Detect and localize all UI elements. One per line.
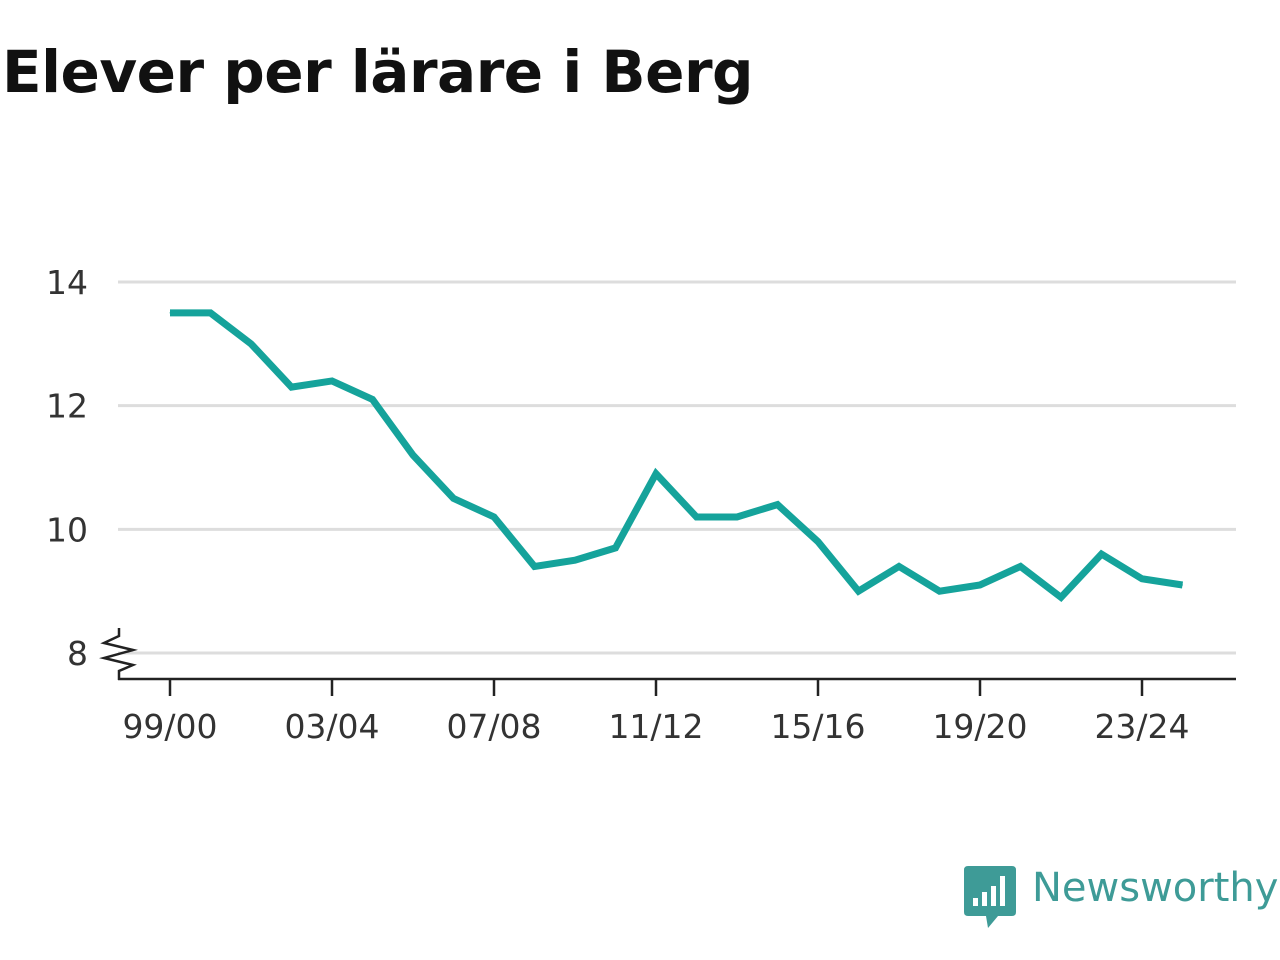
data-point-03/04 [331,380,333,382]
x-tick-label-99/00: 99/00 [122,707,217,746]
data-point-05/06 [412,454,414,456]
data-point-19/20 [979,584,981,586]
axes [99,628,1236,681]
data-point-15/16 [817,541,819,543]
y-tick-label-10: 10 [46,510,88,549]
data-point-99/00 [169,312,171,314]
data-point-12/13 [696,516,697,518]
data-point-16/17 [858,590,859,592]
bar-chart-speech-bubble-icon [964,866,1016,928]
y-tick-label-8: 8 [67,634,88,673]
x-tick-label-07/08: 07/08 [446,707,541,746]
data-point-02/03 [291,386,292,388]
series-line-0 [170,309,1184,603]
data-point-10/11 [615,547,616,549]
data-point-21/22 [1060,596,1062,598]
data-point-18/19 [939,590,940,592]
x-tick-label-11/12: 11/12 [608,707,703,746]
data-point-00/01 [210,312,211,314]
data-point-20/21 [1020,565,1021,567]
data-point-04/05 [372,398,373,400]
data-point-01/02 [250,343,252,345]
x-tick-label-19/20: 19/20 [932,707,1027,746]
data-point-14/15 [777,504,778,506]
brand-logo: Newsworthy [964,862,1278,932]
data-point-08/09 [534,565,535,567]
data-point-11/12 [655,473,657,475]
data-point-07/08 [493,516,495,518]
x-axis-ticks: 99/00 03/04 07/08 11/12 15/16 19/20 23/24 [122,679,1190,746]
data-point-24/25 [1182,584,1183,586]
line-chart: 8 10 12 14 99/00 03/04 07/08 11/12 15/16 19/20 23… [46,263,1236,746]
chart-title: Elever per lärare i Berg [2,38,754,106]
y-axis-labels: 8 10 12 14 [46,263,88,673]
data-point-22/23 [1101,553,1102,555]
gridlines [118,280,1236,655]
data-point-09/10 [574,559,576,561]
x-tick-label-15/16: 15/16 [770,707,865,746]
data-point-23/24 [1141,578,1143,580]
y-axis-break [99,628,138,680]
x-tick-label-03/04: 03/04 [284,707,379,746]
data-point-13/14 [736,516,738,518]
y-tick-label-14: 14 [46,263,88,302]
series-group [169,309,1184,603]
data-point-06/07 [453,497,454,499]
brand-name: Newsworthy [1032,865,1279,911]
x-tick-label-23/24: 23/24 [1094,707,1189,746]
y-tick-label-12: 12 [46,387,88,426]
data-point-17/18 [898,565,900,567]
